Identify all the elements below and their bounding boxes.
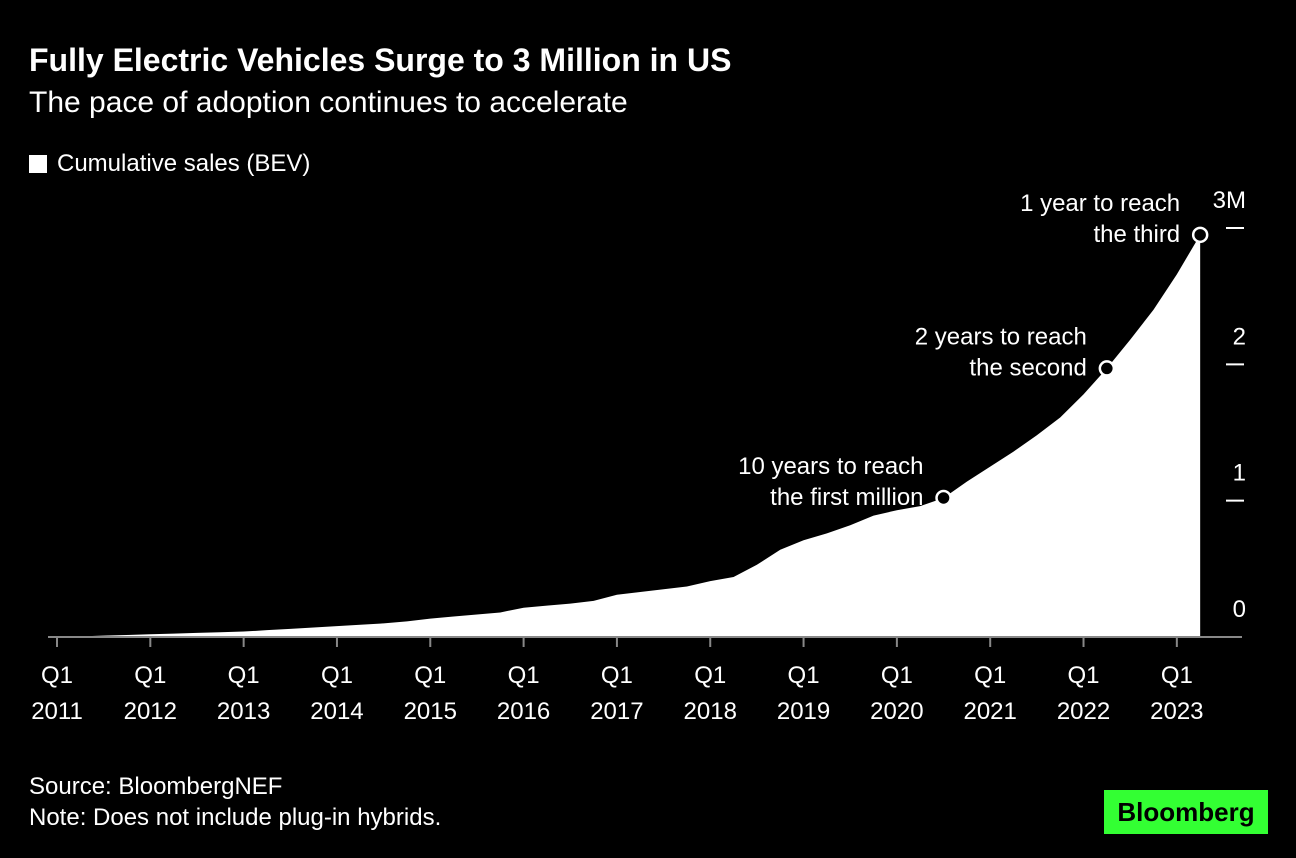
annotation: the first million xyxy=(770,484,923,511)
x-tick-label: Q1 2012 xyxy=(123,662,177,725)
x-tick-label: Q1 2017 xyxy=(590,662,644,725)
annotation: the second xyxy=(969,354,1086,381)
x-tick-label: Q1 2019 xyxy=(776,662,831,725)
note: Note: Does not include plug-in hybrids. xyxy=(29,804,442,831)
logo: Bloomberg xyxy=(1104,790,1268,834)
legend-swatch xyxy=(29,155,47,173)
x-tick-label: Q1 2023 xyxy=(1150,662,1204,725)
x-tick-label: Q1 2011 xyxy=(31,662,83,725)
annotation-marker xyxy=(1098,360,1116,377)
annotation: the third xyxy=(1093,221,1180,248)
x-tick-label: Q1 2022 xyxy=(1056,662,1111,725)
source: Source: BloombergNEF xyxy=(29,773,283,800)
y-tick-label: 0 xyxy=(1233,596,1246,623)
annotation-marker xyxy=(935,489,952,507)
x-tick-label: Q1 2014 xyxy=(310,662,364,725)
x-tick-label: Q1 2016 xyxy=(496,662,551,725)
y-tick-label: 3M xyxy=(1213,187,1246,214)
x-tick-label: Q1 2015 xyxy=(403,662,457,725)
x-tick-label: Q1 2020 xyxy=(870,662,924,725)
annotation: 2 years to reach xyxy=(915,323,1087,350)
x-tick-label: Q1 2013 xyxy=(216,662,271,725)
chart-title: Fully Electric Vehicles Surge to 3 Milli… xyxy=(29,42,732,78)
annotation: 1 year to reach xyxy=(1020,190,1180,217)
chart-subtitle: The pace of adoption continues to accele… xyxy=(29,86,628,119)
area xyxy=(57,234,1201,638)
annotation: 10 years to reach xyxy=(738,453,923,480)
x-tick-label: Q1 2018 xyxy=(683,662,737,725)
x-tick-label: Q1 2021 xyxy=(963,662,1017,725)
legend-label: Cumulative sales (BEV) xyxy=(57,150,311,177)
y-tick-label: 2 xyxy=(1233,323,1246,350)
y-tick-label: 1 xyxy=(1233,460,1246,487)
legend: Cumulative sales (BEV) xyxy=(29,150,310,178)
annotation-marker xyxy=(1191,226,1209,244)
